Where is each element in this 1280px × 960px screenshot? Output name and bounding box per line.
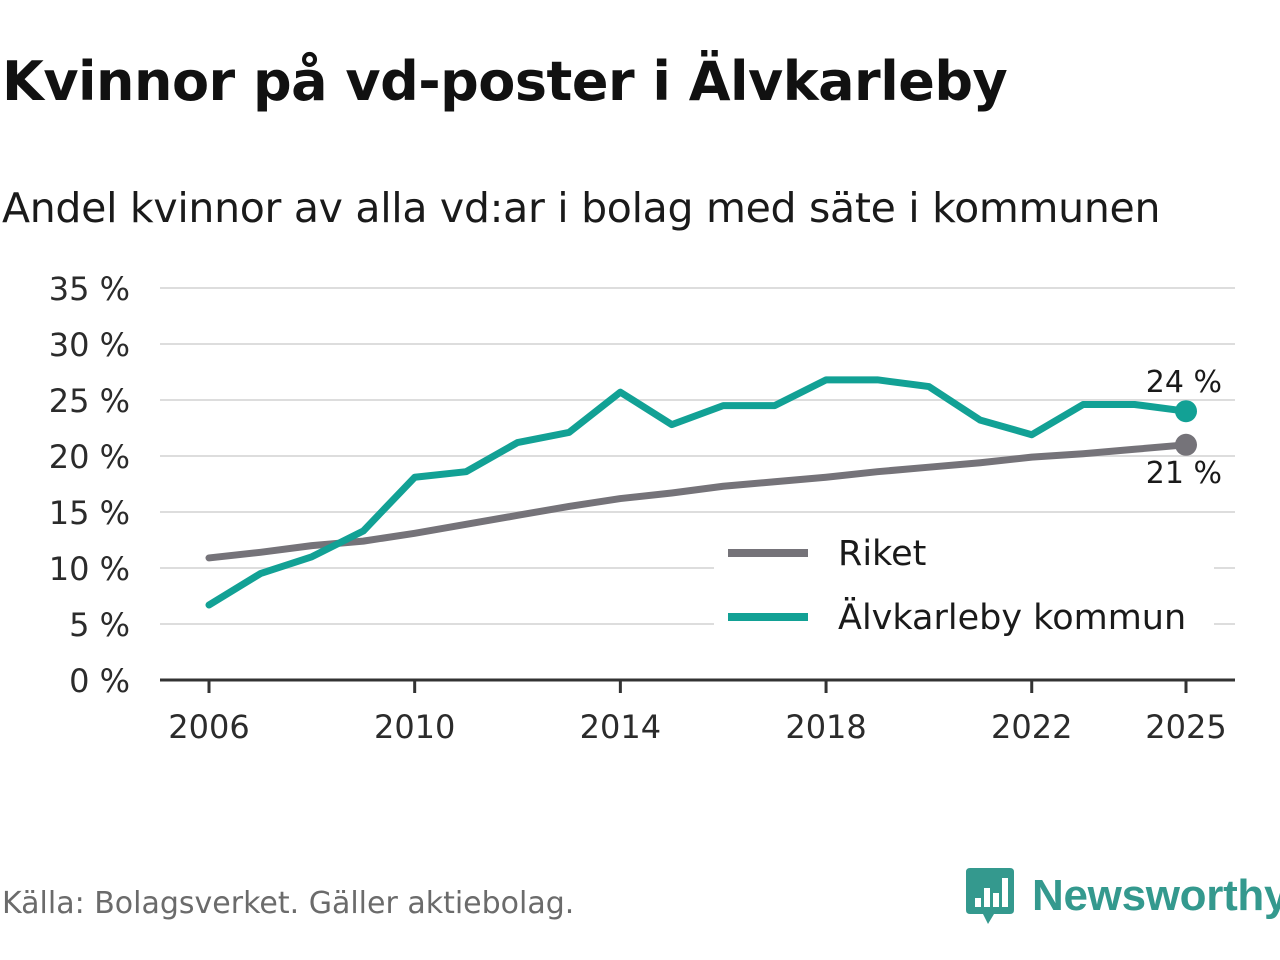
x-axis-labels: 2006 2010 2014 2018 2022 2025 bbox=[168, 708, 1226, 746]
x-tick-label: 2014 bbox=[580, 708, 661, 746]
series-line-kommun bbox=[205, 376, 1190, 609]
y-axis-labels: 0 % 5 % 10 % 15 % 20 % 25 % 30 % 35 % bbox=[49, 270, 130, 700]
end-label-kommun: 24 % bbox=[1146, 365, 1222, 400]
source-note: Källa: Bolagsverket. Gäller aktiebolag. bbox=[2, 886, 575, 921]
chart-subtitle: Andel kvinnor av alla vd:ar i bolag med … bbox=[2, 184, 1161, 232]
newsworthy-logo-icon bbox=[966, 868, 1014, 924]
line-chart: 0 %5 %10 %15 %20 %25 %30 %35 % 2006 2010 2… bbox=[49, 270, 1235, 746]
y-tick-label: 20 % bbox=[49, 438, 130, 476]
end-label-riket: 21 % bbox=[1146, 456, 1222, 491]
end-point-riket bbox=[1175, 433, 1197, 456]
legend: Riket Älvkarleby kommun bbox=[728, 534, 1186, 638]
x-tick-label: 2018 bbox=[785, 708, 866, 746]
y-tick-label: 35 % bbox=[49, 270, 130, 308]
end-point-kommun bbox=[1175, 400, 1197, 423]
series-line-riket bbox=[205, 441, 1190, 562]
x-tick-label: 2025 bbox=[1145, 708, 1226, 746]
x-axis bbox=[160, 678, 1235, 693]
chart-title: Kvinnor på vd-poster i Älvkarleby bbox=[2, 50, 1008, 113]
y-tick-label: 5 % bbox=[69, 606, 130, 644]
x-tick-label: 2006 bbox=[168, 708, 249, 746]
legend-label-riket: Riket bbox=[838, 534, 926, 574]
brand-name: Newsworthy bbox=[1032, 871, 1280, 920]
y-tick-label: 0 % bbox=[69, 662, 130, 700]
y-tick-label: 10 % bbox=[49, 550, 130, 588]
y-tick-label: 15 % bbox=[49, 494, 130, 532]
y-tick-label: 30 % bbox=[49, 326, 130, 364]
y-tick-label: 25 % bbox=[49, 382, 130, 420]
x-tick-label: 2010 bbox=[374, 708, 455, 746]
x-tick-label: 2022 bbox=[991, 708, 1072, 746]
series-lines: 21 % 24 % bbox=[205, 365, 1222, 609]
legend-label-kommun: Älvkarleby kommun bbox=[838, 596, 1186, 638]
brand-logo: Newsworthy bbox=[964, 866, 1280, 926]
